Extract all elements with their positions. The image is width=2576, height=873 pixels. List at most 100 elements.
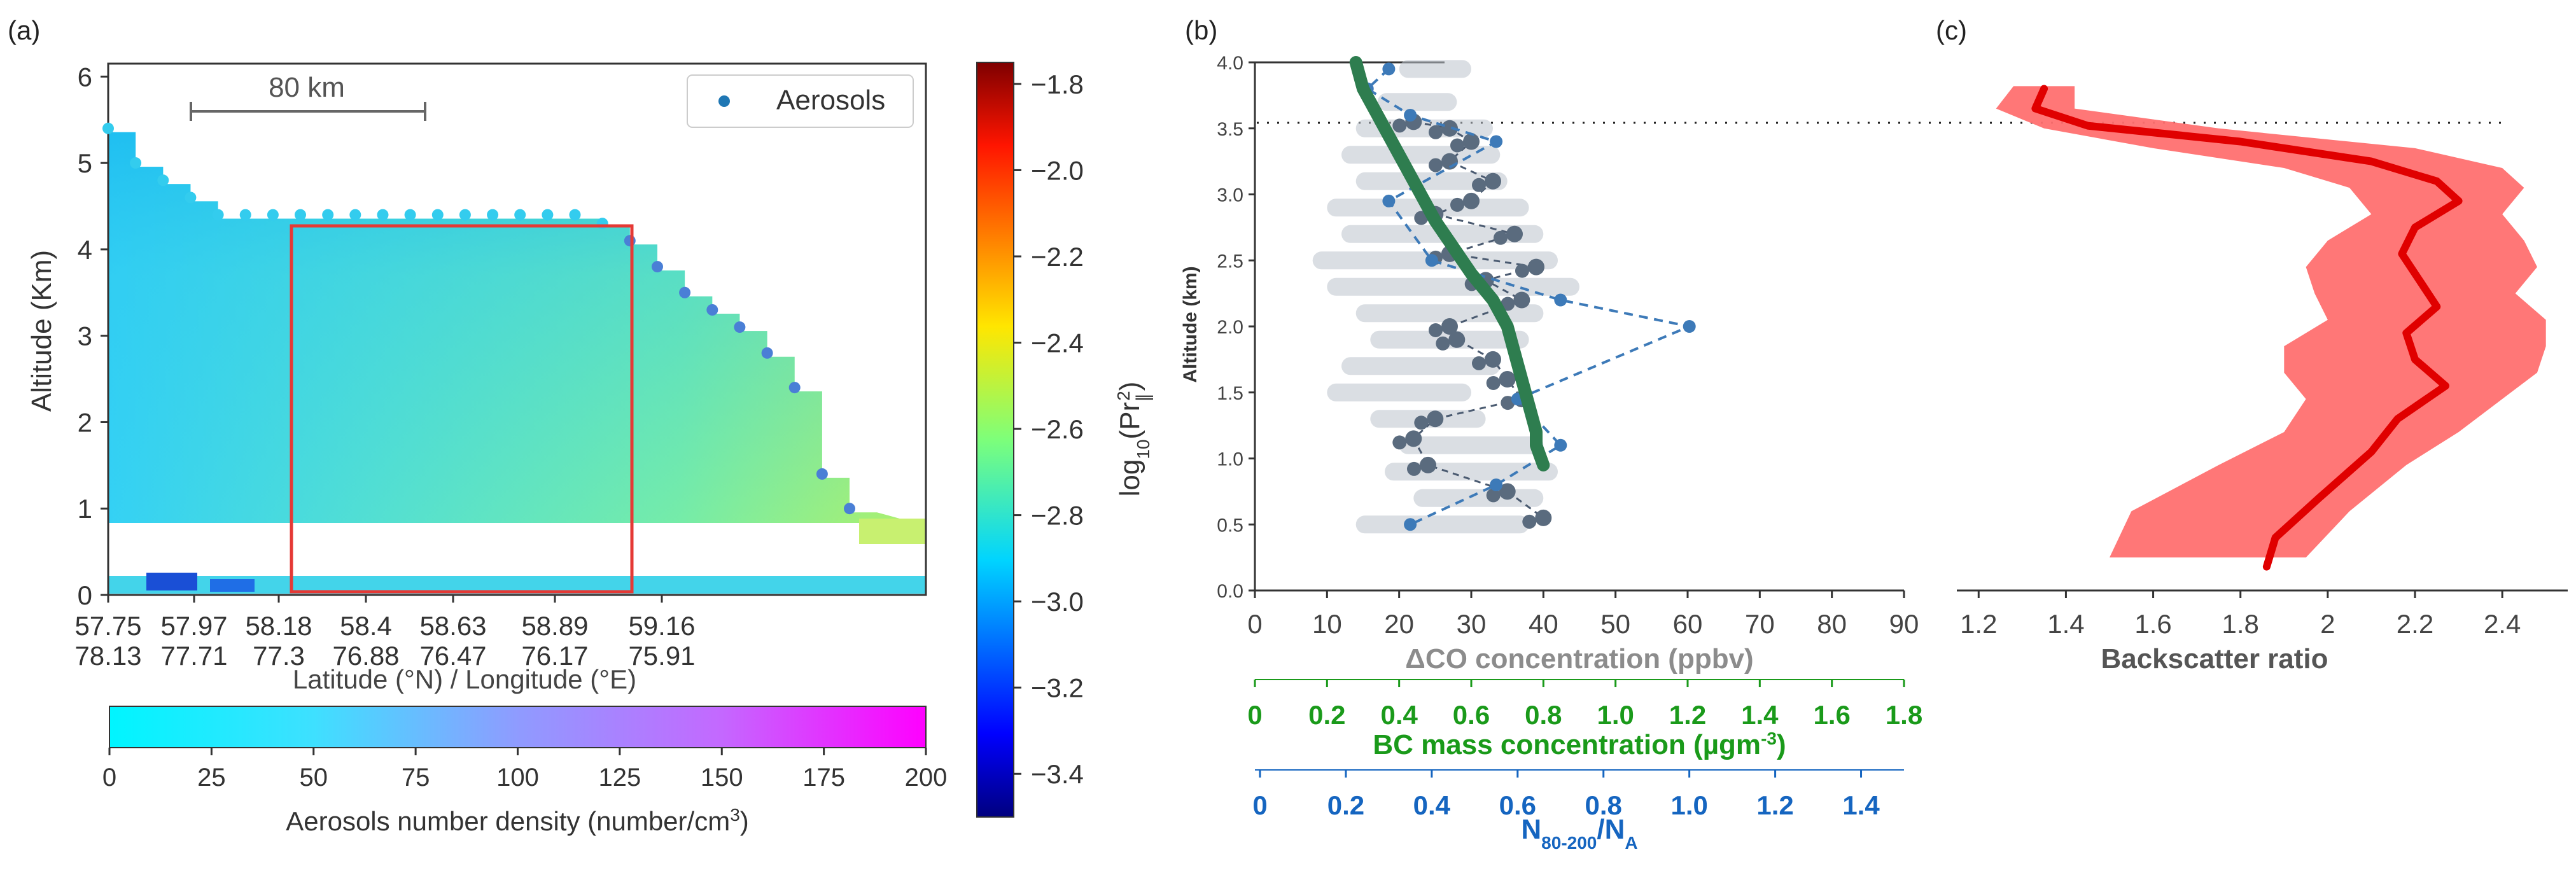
c-x-tick-label: 1.2	[1960, 609, 1997, 639]
co-point	[1506, 225, 1523, 242]
co-point	[1441, 318, 1458, 335]
co-spread-segment	[1355, 515, 1529, 534]
b-y-tick-label: 3.0	[1217, 185, 1243, 206]
b-axis2-tick-label: 0.4	[1413, 790, 1451, 820]
ratio-point	[1554, 293, 1567, 307]
x-tick-label-lat: 57.75	[74, 611, 141, 641]
aerosol-point	[295, 209, 306, 221]
density-colorbar: 0 25 50 75 100 125 150 175 200 Aerosols number d…	[102, 706, 947, 837]
b-axis0-tick-label: 30	[1457, 609, 1487, 639]
jet-tick-label: −2.6	[1031, 414, 1084, 444]
co-point	[1450, 138, 1464, 153]
ratio-axis-ticks: 0 0.2 0.4 0.6 0.8 1.0 1.2 1.4	[1252, 770, 1880, 820]
aerosol-point	[487, 209, 499, 221]
co-point	[1472, 356, 1486, 370]
aerosol-point	[652, 261, 663, 273]
co-spread-segment	[1327, 383, 1471, 402]
x-tick-label-lat: 57.97	[160, 611, 227, 641]
co-point	[1392, 118, 1407, 133]
y-tick-label: 4	[78, 235, 92, 265]
b-axis0-tick-label: 80	[1817, 609, 1847, 639]
b-y-tick-label: 3.5	[1217, 119, 1243, 140]
aerosol-point	[788, 382, 801, 394]
c-x-tick-label: 2.4	[2484, 609, 2521, 639]
panel-a-label: (a)	[8, 15, 40, 45]
panel-c-x-ticks: 1.2 1.4 1.6 1.8 2 2.2 2.4	[1960, 590, 2521, 639]
y-axis-label: Altitude (Km)	[26, 250, 57, 412]
co-point	[1450, 197, 1464, 212]
co-point	[1513, 291, 1530, 309]
surface-patch	[146, 573, 197, 590]
co-point	[1441, 120, 1458, 137]
jet-tick-label: −3.4	[1031, 759, 1084, 789]
legend-label: Aerosols	[776, 85, 885, 116]
co-spread-segment	[1399, 436, 1544, 454]
b-axis1-tick-label: 1.4	[1741, 700, 1779, 730]
ratio-point	[1382, 194, 1396, 207]
co-point	[1485, 172, 1501, 190]
aerosol-point	[130, 157, 142, 169]
aerosol-point	[157, 174, 169, 186]
co-point	[1528, 258, 1544, 276]
scale-bar: 80 km	[190, 72, 426, 121]
b-axis1-tick-label: 1.2	[1669, 700, 1706, 730]
co-point	[1429, 125, 1443, 139]
co-point	[1392, 435, 1407, 450]
y-tick-label: 0	[78, 580, 92, 610]
b-y-tick-label: 4.0	[1217, 53, 1243, 74]
aerosol-point	[734, 321, 746, 333]
jet-tick-label: −1.8	[1031, 69, 1084, 99]
density-tick-label: 125	[599, 764, 641, 792]
aerosol-point	[404, 209, 416, 221]
co-axis-ticks: 0 10 20 30 40 50 60 70 80 90	[1247, 590, 1919, 639]
density-tick-label: 25	[197, 764, 226, 792]
jet-tick-label: −3.2	[1031, 673, 1084, 703]
scale-bar-label: 80 km	[269, 72, 345, 103]
ratio-point	[1404, 518, 1417, 531]
aerosol-point	[844, 503, 855, 515]
jet-tick-label: −2.0	[1031, 155, 1084, 185]
jet-tick-label: −2.4	[1031, 328, 1084, 358]
backscatter-mean-line	[2031, 85, 2463, 571]
density-colorbar-ticks: 0 25 50 75 100 125 150 175 200	[102, 748, 947, 792]
ratio-point	[1490, 135, 1503, 148]
co-point	[1429, 158, 1443, 172]
x-tick-label-lon: 78.13	[74, 641, 141, 671]
co-spread-segment	[1355, 172, 1508, 190]
aerosol-field-upper-layer	[108, 102, 926, 595]
surface-patch	[859, 519, 926, 544]
c-x-tick-label: 2.2	[2397, 609, 2433, 639]
panel-b-y-ticks: 0.0 0.5 1.0 1.5 2.0 2.5 3.0 3.5 4.0	[1217, 53, 1255, 602]
b-axis1-tick-label: 0.8	[1525, 700, 1562, 730]
density-tick-label: 75	[402, 764, 430, 792]
panel-b-y-label: Altitude (km)	[1180, 266, 1201, 382]
aerosol-point	[102, 122, 114, 134]
x-tick-label-lat: 58.18	[245, 611, 312, 641]
b-y-tick-label: 2.5	[1217, 251, 1243, 272]
jet-tick-label: −2.8	[1031, 501, 1084, 531]
jet-colorbar: −1.8 −2.0 −2.2 −2.4 −2.6 −2.8 −3.0 −3.2 −3.4 log…	[976, 62, 1153, 818]
b-y-tick-label: 2.0	[1217, 317, 1243, 338]
aerosol-point	[185, 192, 197, 204]
panel-b: (b) 0.0 0.5 1.0 1.5 2.0 2.5 3.0 3.5 4.0 Altitude…	[1180, 15, 2504, 853]
aerosol-point	[239, 209, 251, 221]
b-y-tick-label: 1.5	[1217, 383, 1243, 404]
b-axis1-tick-label: 1.0	[1597, 700, 1634, 730]
panel-b-label: (b)	[1185, 15, 1217, 45]
co-point	[1420, 456, 1436, 473]
legend-marker	[718, 95, 730, 107]
aerosol-point	[569, 209, 581, 221]
x-tick-label-lat: 59.16	[628, 611, 695, 641]
legend: Aerosols	[687, 74, 914, 128]
aerosol-point	[212, 209, 224, 221]
co-point	[1405, 430, 1422, 447]
x-tick-label-lon: 77.3	[253, 641, 305, 671]
co-point	[1494, 230, 1508, 245]
aerosol-point	[349, 209, 361, 221]
aerosol-point	[514, 209, 526, 221]
co-point	[1427, 410, 1444, 428]
b-axis1-tick-label: 1.6	[1813, 700, 1850, 730]
highlight-box	[290, 224, 634, 594]
density-colorbar-label: Aerosols number density (number/cm3)	[286, 805, 749, 837]
